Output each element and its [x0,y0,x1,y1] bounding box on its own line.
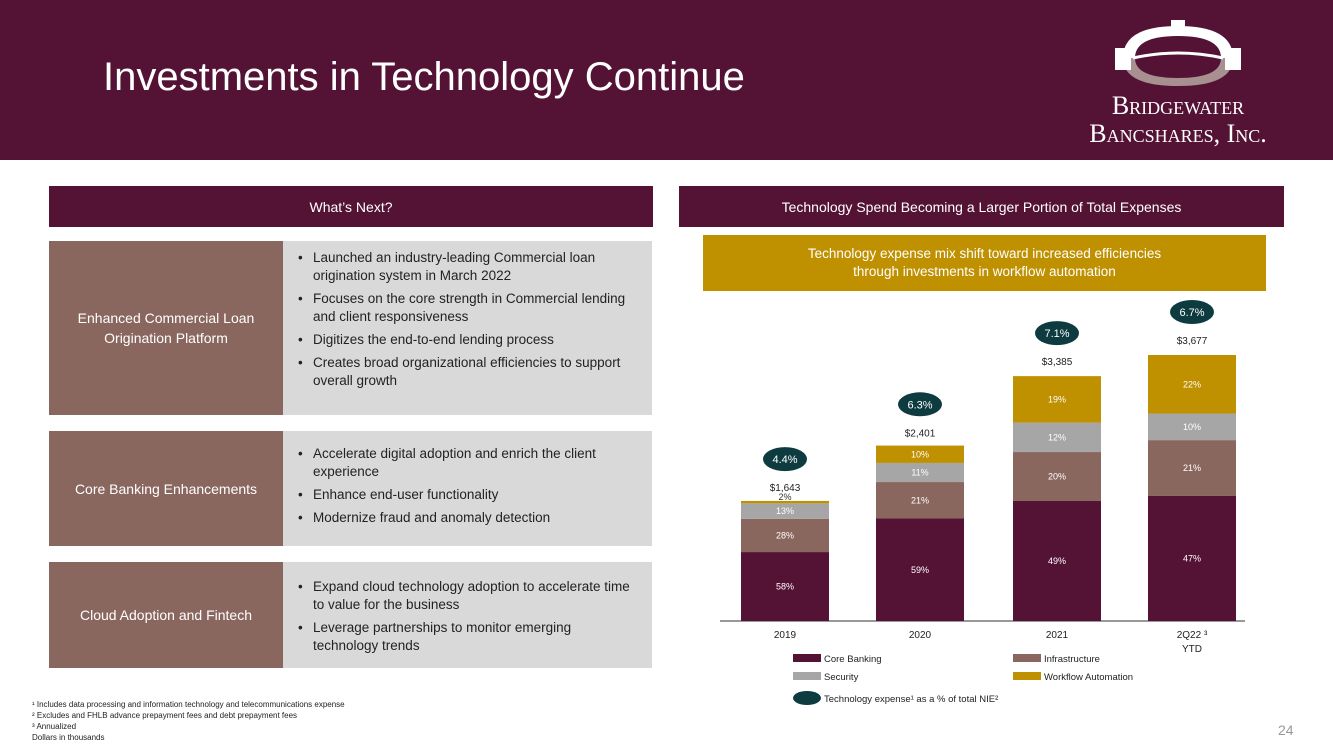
nie-bubble [1170,300,1214,324]
legend-swatch [1013,654,1041,662]
bullet: Focuses on the core strength in Commerci… [298,290,634,326]
nie-pct-label: 7.1% [1044,328,1069,340]
legend-label: Security [824,672,859,683]
bullet: Creates broad organizational efficiencie… [298,354,634,390]
total-label: $2,401 [905,428,936,439]
segment-label: 19% [1048,394,1066,404]
title-banner [0,0,1333,160]
footnote: ² Excludes and FHLB advance prepayment f… [32,711,298,720]
bullet: Leverage partnerships to monitor emergin… [298,619,634,655]
bar-segment-workflow-automation [1013,376,1101,423]
bullet: Enhance end-user functionality [298,486,634,504]
bullet: Modernize fraud and anomaly detection [298,509,634,527]
segment-label: 10% [1183,422,1201,432]
segment-label: 49% [1048,556,1066,566]
row-label-core-banking: Core Banking Enhancements [49,431,283,546]
bullet: Launched an industry-leading Commercial … [298,249,634,285]
nie-pct-label: 6.3% [907,399,932,411]
segment-label: 21% [911,495,929,505]
total-label: $1,643 [770,483,801,494]
x-tick-label: 2019 [774,630,797,641]
page-number: 24 [1278,722,1294,738]
segment-label: 12% [1048,432,1066,442]
nie-pct-label: 6.7% [1179,307,1204,319]
segment-label: 59% [911,565,929,575]
bar-segment-security [1013,422,1101,453]
callout-line2: through investments in workflow automati… [853,264,1116,279]
legend-label: Workflow Automation [1044,672,1133,683]
footnote: Dollars in thousands [32,733,105,742]
bar-segment-core-banking [1013,501,1101,621]
bullet: Digitizes the end-to-end lending process [298,331,634,349]
segment-label: 13% [776,506,794,516]
legend-label: Infrastructure [1044,654,1100,665]
legend-label: Core Banking [824,654,882,665]
bar-segment-infrastructure [741,518,829,553]
logo-line1: Bridgewater [1111,91,1245,120]
nie-pct-label: 4.4% [772,454,797,466]
bar-segment-security [876,462,964,483]
bar-segment-core-banking [876,518,964,621]
legend-bubble-label: Technology expense¹ as a % of total NIE² [824,694,998,705]
bridge-logo-icon [1115,20,1241,86]
segment-label: 20% [1048,472,1066,482]
legend-swatch [793,672,821,680]
segment-label: 47% [1183,553,1201,563]
legend-bubble-icon [793,691,821,705]
bar-segment-security [1148,413,1236,441]
segment-label: 10% [911,449,929,459]
logo-line2: Bancshares, Inc. [1089,119,1267,148]
page-title: Investments in Technology Continue [103,55,745,99]
total-label: $3,677 [1177,336,1208,347]
callout-line1: Technology expense mix shift toward incr… [807,246,1162,261]
nie-bubble [898,392,942,417]
segment-label: 28% [776,530,794,540]
tech-spend-header: Technology Spend Becoming a Larger Porti… [679,186,1284,227]
bar-segment-security [741,503,829,519]
total-label: $3,385 [1042,357,1073,368]
tech-expense-chart: 58% 28% 13% 2%$1,643 4.4% 2019 59% 21% 11% 10% $2,… [720,300,1245,705]
segment-label: 2% [778,492,791,502]
segment-label: 11% [911,467,928,477]
legend-swatch [1013,672,1041,680]
bar-segment-core-banking [1148,495,1236,621]
bar-segment-core-banking [741,552,829,621]
bar-segment-infrastructure [876,482,964,519]
footnotes: ¹ Includes data processing and informati… [32,699,345,743]
bullet: Expand cloud technology adoption to acce… [298,578,634,614]
bullet: Accelerate digital adoption and enrich t… [298,445,634,481]
legend-swatch [793,654,821,662]
whats-next-header: What’s Next? [49,186,653,227]
row-label-loan-origination: Enhanced Commercial Loan Origination Pla… [49,241,283,415]
segment-label: 58% [776,582,794,592]
nie-bubble [763,447,807,472]
x-tick-label: 2020 [909,630,932,641]
x-tick-label: 2Q22 ³ [1177,630,1208,641]
row-bullets-core-banking: Accelerate digital adoption and enrich t… [283,431,652,546]
x-tick-label: 2021 [1046,630,1069,641]
segment-label: 21% [1183,463,1201,473]
row-bullets-cloud-adoption: Expand cloud technology adoption to acce… [283,562,652,668]
footnote: ³ Annualized [32,722,77,731]
footnote: ¹ Includes data processing and informati… [32,700,345,709]
x-tick-label-ytd: YTD [1182,644,1202,655]
nie-bubble [1035,321,1079,346]
company-logo: Bridgewater Bancshares, Inc. [1068,18,1288,148]
callout-box: Technology expense mix shift toward incr… [703,235,1266,291]
bar-segment-workflow-automation [741,500,829,504]
bar-segment-infrastructure [1013,452,1101,502]
segment-label: 22% [1183,379,1201,389]
bar-segment-infrastructure [1148,440,1236,496]
bar-segment-workflow-automation [1148,355,1236,414]
row-label-cloud-adoption: Cloud Adoption and Fintech [49,562,283,668]
bar-segment-workflow-automation [876,445,964,463]
row-bullets-loan-origination: Launched an industry-leading Commercial … [283,241,652,415]
